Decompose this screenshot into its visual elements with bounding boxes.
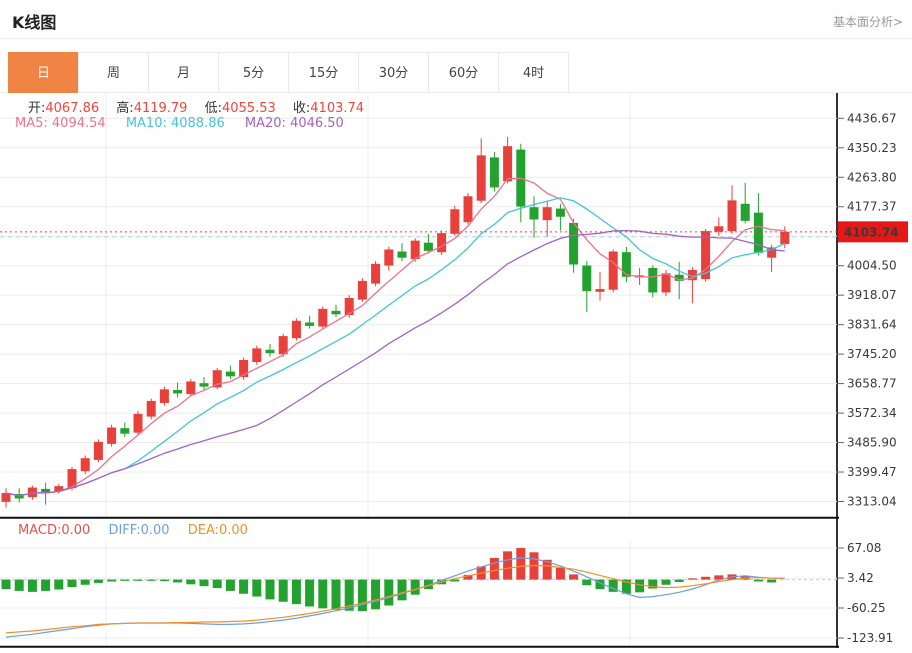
macd-label: MACD: — [18, 523, 62, 538]
ma10-label: MA10: — [125, 116, 167, 131]
macd-y-axis-labels: 67.08 3.42 -60.25 -123.91 — [838, 541, 893, 645]
svg-text:3745.20: 3745.20 — [847, 347, 897, 361]
page-title: K线图 — [12, 13, 57, 32]
tab-60min[interactable]: 60分 — [428, 52, 499, 93]
diff-label: DIFF: — [108, 523, 141, 538]
close-value: 4103.74 — [310, 101, 365, 116]
fundamental-analysis-link[interactable]: 基本面分析> — [832, 15, 903, 29]
low-label: 低: — [204, 101, 222, 116]
ma5-value: 4094.54 — [51, 116, 106, 131]
current-price-tag: 4103.74 — [838, 221, 908, 243]
low-value: 4055.53 — [221, 101, 276, 116]
high-value: 4119.79 — [133, 101, 188, 116]
header-divider — [0, 38, 912, 39]
svg-text:4350.23: 4350.23 — [847, 141, 897, 155]
svg-text:4103.74: 4103.74 — [844, 225, 899, 239]
svg-text:4004.50: 4004.50 — [847, 259, 897, 273]
dea-label: DEA: — [187, 523, 219, 538]
svg-text:3658.77: 3658.77 — [847, 377, 897, 391]
svg-text:-60.25: -60.25 — [847, 601, 886, 615]
svg-text:3485.90: 3485.90 — [847, 436, 897, 450]
high-label: 高: — [116, 101, 134, 116]
svg-text:4263.80: 4263.80 — [847, 170, 897, 184]
tab-4hour[interactable]: 4时 — [498, 52, 569, 93]
dea-line — [5, 564, 785, 634]
diff-value: 0.00 — [140, 523, 170, 538]
svg-text:3572.34: 3572.34 — [847, 406, 897, 420]
macd-legend: MACD:0.00 DIFF:0.00 DEA:0.00 — [18, 523, 262, 538]
dea-value: 0.00 — [219, 523, 248, 538]
svg-text:67.08: 67.08 — [847, 541, 881, 555]
tab-15min[interactable]: 15分 — [288, 52, 359, 93]
svg-text:3831.64: 3831.64 — [847, 318, 897, 332]
y-axis-line — [836, 93, 838, 648]
ma-legend: MA5: 4094.54 MA10: 4088.86 MA20: 4046.50 — [15, 116, 360, 131]
svg-text:3.42: 3.42 — [847, 571, 874, 585]
tab-5min[interactable]: 5分 — [218, 52, 289, 93]
timeframe-tabs: 日 周 月 5分 15分 30分 60分 4时 — [8, 52, 569, 93]
macd-gridlines — [0, 541, 837, 645]
open-label: 开: — [28, 101, 46, 116]
macd-chart[interactable]: 67.08 3.42 -60.25 -123.91 — [0, 541, 912, 653]
open-value: 4067.86 — [45, 101, 100, 116]
ma5-line — [5, 177, 785, 497]
tab-month[interactable]: 月 — [148, 52, 219, 93]
svg-text:3399.47: 3399.47 — [847, 465, 897, 479]
close-label: 收: — [292, 101, 311, 116]
ma20-label: MA20: — [244, 116, 286, 131]
svg-text:3313.04: 3313.04 — [847, 495, 897, 509]
tab-day[interactable]: 日 — [8, 52, 79, 93]
macd-histogram — [1, 548, 777, 612]
tab-30min[interactable]: 30分 — [358, 52, 429, 93]
ma20-line — [5, 229, 785, 497]
svg-text:4177.37: 4177.37 — [847, 200, 897, 214]
ma10-value: 4088.86 — [170, 116, 225, 131]
main-y-axis-labels: 4436.67 4350.23 4263.80 4177.37 4004.50 3918.… — [838, 111, 897, 509]
main-candlestick-chart[interactable]: 4436.67 4350.23 4263.80 4177.37 4004.50 3918.… — [0, 93, 912, 519]
ohlc-legend: 开:4067.86 高:4119.79 低:4055.53 收:4103.74 — [28, 97, 377, 116]
macd-value: 0.00 — [61, 523, 91, 538]
tab-week[interactable]: 周 — [78, 52, 149, 93]
svg-text:4436.67: 4436.67 — [847, 111, 897, 125]
svg-text:3918.07: 3918.07 — [847, 288, 897, 302]
candlestick-series — [1, 136, 790, 508]
svg-text:-123.91: -123.91 — [847, 631, 893, 645]
diff-line — [5, 557, 785, 638]
ma20-value: 4046.50 — [290, 116, 344, 131]
main-gridlines — [0, 93, 837, 517]
ma5-label: MA5: — [15, 116, 48, 131]
ma10-line — [5, 197, 786, 497]
